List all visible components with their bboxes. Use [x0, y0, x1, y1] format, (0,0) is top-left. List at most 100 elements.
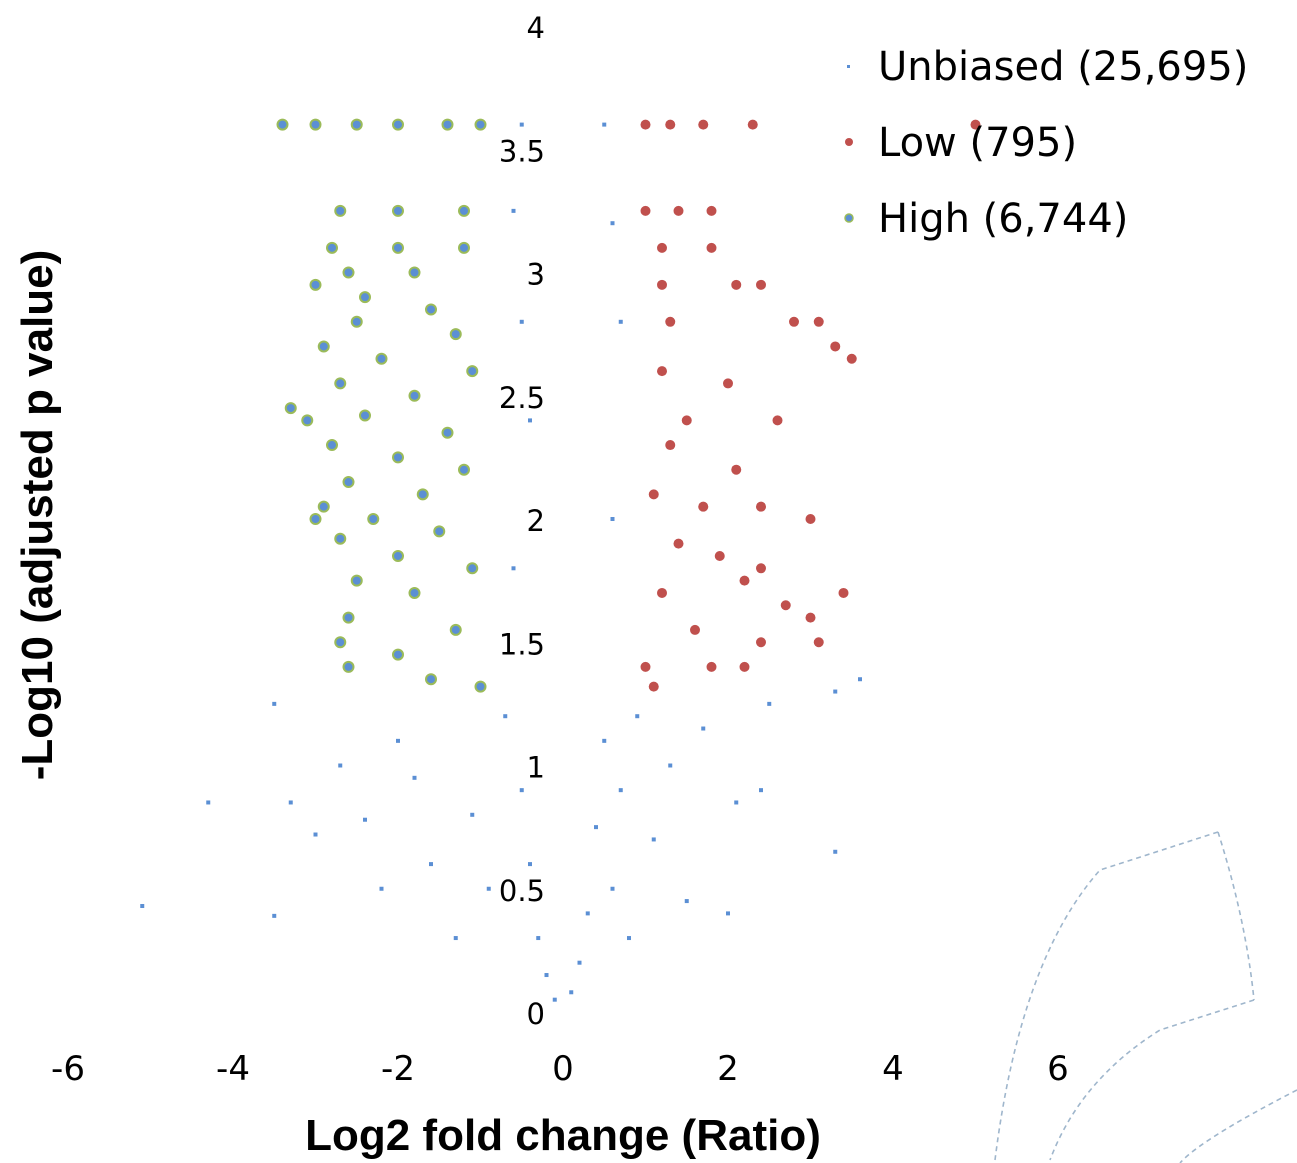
data-point — [846, 353, 857, 364]
data-point — [684, 899, 689, 904]
data-point — [458, 463, 470, 476]
data-point — [342, 476, 355, 489]
data-point — [466, 365, 479, 378]
data-point — [706, 205, 717, 216]
legend: Unbiased (25,695) Low (795) High (6,744) — [844, 44, 1248, 242]
legend-marker — [844, 213, 854, 223]
data-point — [813, 316, 824, 327]
data-point — [673, 205, 684, 216]
data-point — [474, 680, 487, 693]
data-point — [805, 514, 816, 524]
data-point — [334, 377, 347, 390]
y-tick-label: 4 — [527, 11, 545, 45]
data-point — [272, 913, 277, 918]
data-point — [731, 279, 742, 290]
y-axis-ticks: 0 0.5 1 1.5 2 2.5 3 3.5 4 — [499, 11, 545, 1031]
data-point — [392, 549, 404, 562]
y-tick-label: 2.5 — [499, 381, 545, 415]
data-point — [706, 661, 717, 672]
y-tick-label: 0 — [527, 997, 545, 1031]
decorative-arc-edge-top — [994, 831, 1219, 1161]
series-1 — [640, 119, 981, 692]
data-point — [334, 204, 347, 217]
data-point — [301, 414, 314, 427]
data-point — [458, 241, 470, 254]
data-point — [739, 661, 750, 672]
legend-item: High (6,744) — [844, 196, 1128, 242]
series-0 — [140, 122, 862, 1002]
y-tick-label: 2 — [527, 504, 545, 538]
data-point — [317, 500, 330, 513]
data-point — [342, 611, 355, 624]
data-point — [276, 118, 289, 131]
data-point — [519, 319, 524, 324]
data-point — [610, 221, 615, 226]
data-point — [734, 800, 739, 805]
data-point — [756, 279, 766, 290]
data-point — [453, 936, 458, 941]
data-point — [610, 886, 615, 891]
data-point — [970, 119, 981, 130]
data-point — [334, 532, 347, 545]
x-tick-label: 2 — [717, 1049, 739, 1089]
data-point — [780, 600, 791, 611]
decorative-arc-outer — [1217, 831, 1255, 1001]
data-point — [326, 241, 338, 254]
data-point — [519, 122, 524, 127]
data-point — [309, 118, 322, 131]
series-2 — [276, 118, 487, 693]
data-point — [309, 513, 322, 525]
data-point — [723, 378, 733, 389]
data-point — [665, 119, 676, 130]
data-point — [698, 119, 709, 130]
y-tick-label: 1 — [527, 751, 545, 785]
data-point — [698, 501, 709, 512]
data-point — [326, 439, 338, 452]
data-point — [284, 402, 297, 415]
data-point — [313, 832, 318, 837]
data-point — [706, 242, 717, 253]
x-tick-label: -4 — [216, 1049, 250, 1089]
legend-marker — [847, 65, 850, 68]
x-tick-label: -6 — [51, 1049, 85, 1089]
data-point — [858, 677, 862, 682]
data-point — [416, 488, 429, 501]
data-point — [392, 204, 404, 217]
data-point — [544, 973, 549, 978]
y-tick-label: 3.5 — [499, 134, 545, 168]
data-point — [635, 714, 640, 719]
data-point — [640, 119, 651, 130]
data-point — [392, 118, 404, 131]
data-point — [396, 738, 400, 743]
data-point — [519, 788, 524, 793]
data-point — [441, 118, 454, 131]
x-tick-label: 4 — [882, 1049, 904, 1089]
data-point — [668, 763, 673, 768]
data-point — [610, 517, 615, 521]
y-tick-label: 1.5 — [499, 627, 545, 661]
data-point — [206, 800, 211, 805]
data-point — [334, 636, 347, 649]
x-axis-title: Log2 fold change (Ratio) — [305, 1111, 821, 1160]
data-point — [288, 800, 293, 805]
data-point — [441, 426, 454, 439]
legend-label: Unbiased (25,695) — [878, 44, 1248, 90]
data-point — [408, 266, 421, 279]
data-point — [342, 266, 355, 279]
legend-item: Low (795) — [845, 120, 1077, 166]
data-point — [363, 817, 367, 822]
data-point — [602, 122, 607, 127]
data-point — [433, 525, 446, 538]
data-point — [511, 208, 516, 213]
data-point — [731, 464, 742, 475]
legend-item: Unbiased (25,695) — [847, 44, 1248, 90]
data-point — [739, 575, 750, 586]
data-point — [648, 681, 659, 692]
data-point — [657, 366, 667, 377]
data-point — [429, 862, 433, 867]
data-point — [338, 763, 343, 768]
data-points — [140, 118, 981, 1002]
x-tick-label: 0 — [552, 1049, 574, 1089]
data-point — [772, 415, 783, 426]
